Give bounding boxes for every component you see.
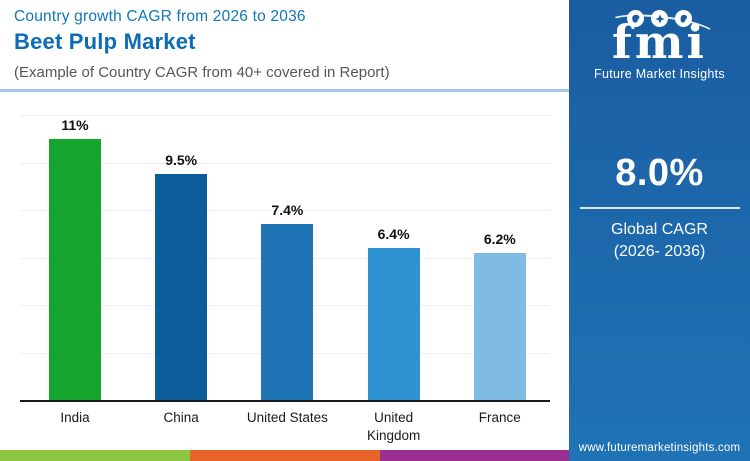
gridline — [20, 115, 550, 116]
gridline — [20, 210, 550, 211]
bar-china — [155, 174, 208, 400]
page-title: Beet Pulp Market — [14, 29, 196, 54]
x-axis-line — [20, 400, 550, 402]
stat-caption-line2: (2026- 2036) — [613, 243, 706, 261]
sidebar-panel: fmi Future Market Insights 8.0% Global C… — [569, 0, 750, 461]
globe-compass-icon — [651, 10, 668, 27]
bar-value-china: 9.5% — [165, 152, 198, 169]
globe-africa-icon — [675, 10, 692, 27]
plot-area: 11% India 9.5% China 7.4% United States 6.4% Un… — [20, 115, 550, 443]
bar-india — [49, 138, 101, 400]
category-label-united-states: United States — [246, 410, 328, 425]
bar-chart: 11% India 9.5% China 7.4% United States 6.4% Un… — [0, 92, 569, 450]
header-divider — [0, 89, 569, 92]
bar-value-france: 6.2% — [483, 230, 516, 247]
stat-caption-line1: Global CAGR — [611, 221, 708, 238]
category-label-france: France — [478, 410, 521, 425]
bar-united-states — [261, 224, 314, 400]
fmi-logo: fmi Future Market Insights — [569, 9, 750, 81]
bar-value-india: 11% — [61, 116, 89, 133]
chart-kicker: Country growth CAGR from 2026 to 2036 — [14, 8, 306, 25]
globe-americas-icon — [627, 10, 644, 27]
logo-caption: Future Market Insights — [594, 66, 725, 81]
chart-subtitle: (Example of Country CAGR from 40+ covere… — [14, 64, 390, 81]
bar-france — [473, 252, 526, 400]
bar-value-united-kingdom: 6.4% — [377, 226, 410, 242]
stripe-orange — [190, 450, 380, 461]
category-label-united-kingdom: United Kingdom — [366, 410, 421, 443]
stripe-green — [0, 450, 190, 461]
gridline — [20, 162, 550, 164]
category-label-india: India — [60, 410, 90, 425]
stat-value: 8.0% — [615, 152, 704, 194]
header: Country growth CAGR from 2026 to 2036 Be… — [14, 8, 554, 81]
bar-united-kingdom — [367, 248, 420, 400]
website-link[interactable]: www.futuremarketinsights.com — [578, 442, 741, 454]
category-label-china: China — [163, 410, 199, 425]
global-cagr-stat: 8.0% Global CAGR (2026- 2036) — [569, 152, 750, 264]
stripe-purple — [380, 450, 569, 461]
logo-globes — [569, 10, 750, 27]
stat-divider — [579, 207, 740, 209]
footer-stripe — [0, 450, 569, 461]
bar-value-united-states: 7.4% — [271, 202, 304, 219]
